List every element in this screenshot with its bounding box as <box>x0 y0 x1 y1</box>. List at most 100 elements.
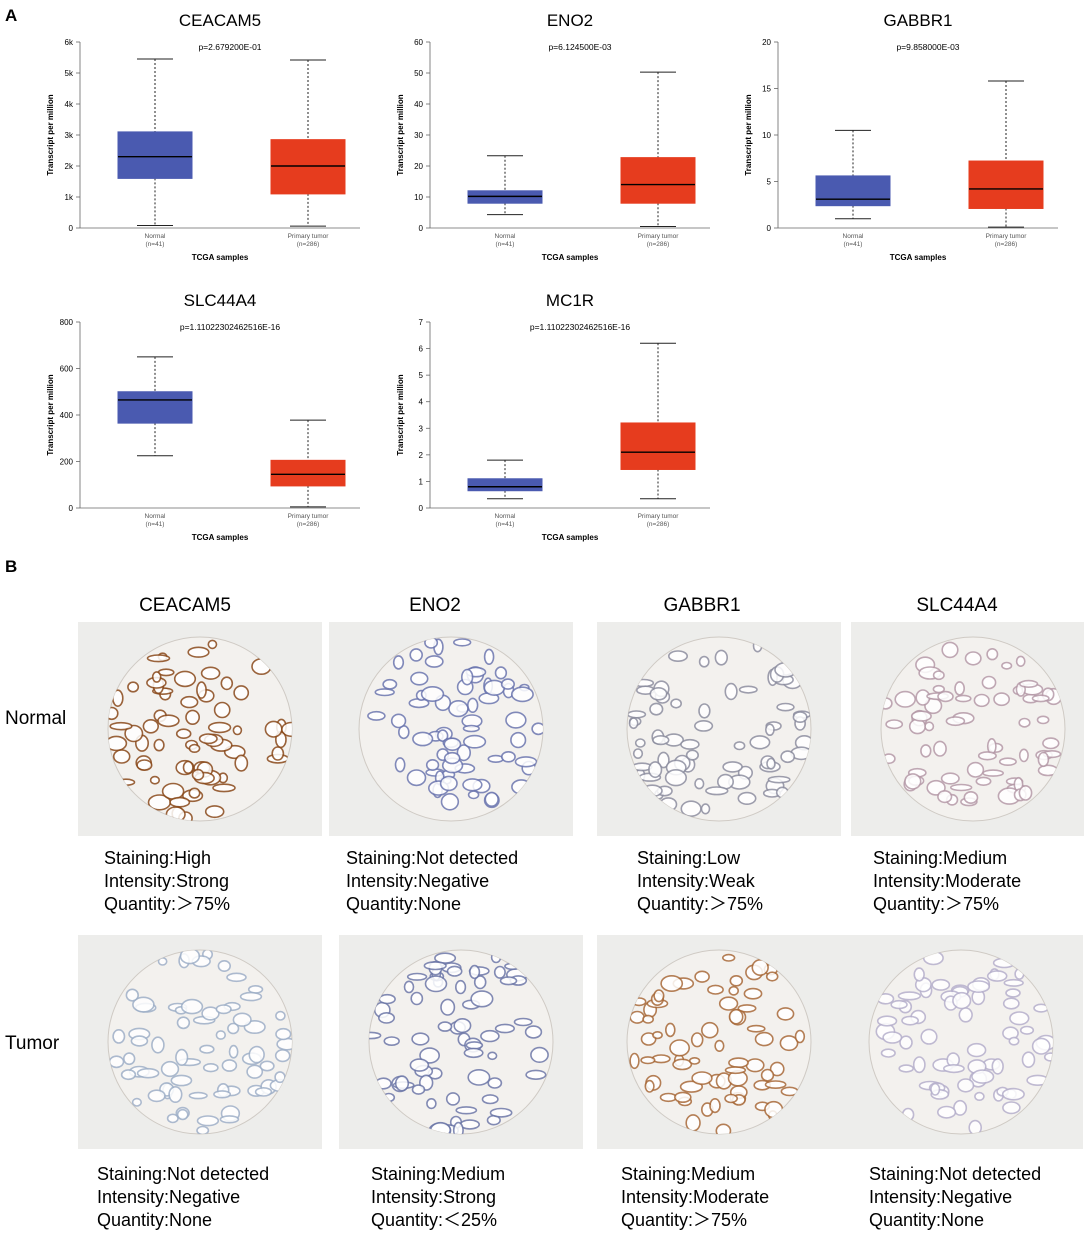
gland-shape <box>649 687 668 701</box>
gland-shape <box>182 760 194 775</box>
gland-shape <box>445 1092 461 1106</box>
gland-shape <box>467 1068 491 1086</box>
gland-shape <box>409 1058 430 1072</box>
gland-shape <box>745 1058 765 1073</box>
chart-title: SLC44A4 <box>184 291 257 310</box>
gland-shape <box>640 1056 656 1065</box>
gland-shape <box>629 1010 646 1024</box>
p-value-label: p=9.858000E-03 <box>896 42 959 52</box>
group-label: Primary tumor <box>288 233 330 240</box>
gland-shape <box>937 690 954 703</box>
group-label: Primary tumor <box>638 233 680 240</box>
gland-shape <box>953 1099 968 1116</box>
intensity-text: Intensity:Negative <box>869 1187 1013 1207</box>
gland-shape <box>632 748 644 760</box>
gland-shape <box>425 759 440 772</box>
tissue-image-tumor-ceacam5 <box>78 935 322 1149</box>
gland-shape <box>897 991 922 1001</box>
gland-shape <box>132 996 155 1013</box>
gland-shape <box>440 998 456 1016</box>
chart-title: GABBR1 <box>884 11 953 30</box>
gland-shape <box>724 682 738 701</box>
gland-shape <box>733 741 746 751</box>
gland-shape <box>254 1086 273 1097</box>
gland-shape <box>454 979 467 995</box>
gland-shape <box>489 1107 513 1118</box>
gland-shape <box>949 783 973 792</box>
gland-shape <box>423 961 447 971</box>
gland-shape <box>514 756 538 768</box>
p-value-label: p=1.11022302462516E-16 <box>180 322 281 332</box>
gland-shape <box>484 791 499 808</box>
gland-shape <box>125 988 139 1002</box>
group-label: Normal <box>843 233 865 240</box>
gland-shape <box>499 976 518 986</box>
group-n-label: (n=286) <box>297 521 320 528</box>
gland-shape <box>207 721 232 734</box>
tissue-svg <box>626 949 812 1135</box>
gland-shape <box>724 1093 738 1104</box>
gland-shape <box>470 990 494 1008</box>
gland-shape <box>452 638 472 647</box>
gland-shape <box>648 761 663 779</box>
gland-shape <box>691 1071 713 1085</box>
tissue-svg <box>107 949 293 1135</box>
gland-shape <box>157 714 180 728</box>
gland-shape <box>1037 751 1050 768</box>
gland-shape <box>480 1029 500 1043</box>
gland-shape <box>751 958 769 976</box>
p-value-label: p=2.679200E-01 <box>198 42 261 52</box>
gland-shape <box>930 1082 941 1096</box>
gland-shape <box>500 678 515 690</box>
gland-shape <box>1031 1037 1051 1055</box>
gland-shape <box>738 685 758 694</box>
group-n-label: (n=286) <box>297 241 320 248</box>
y-tick-label: 2 <box>419 451 424 460</box>
gland-shape <box>728 985 739 996</box>
gland-shape <box>108 1055 125 1069</box>
gland-shape <box>920 1028 938 1045</box>
gland-shape <box>215 1030 227 1040</box>
gland-shape <box>281 721 292 738</box>
group-label: Primary tumor <box>638 513 680 520</box>
gland-shape <box>1001 1087 1025 1101</box>
y-tick-label: 0 <box>419 504 424 513</box>
y-tick-label: 7 <box>419 318 424 327</box>
gland-shape <box>204 805 225 819</box>
gland-shape <box>1021 1051 1036 1068</box>
gland-shape <box>964 651 982 666</box>
gland-shape <box>382 1092 396 1103</box>
gland-shape <box>1036 715 1050 725</box>
boxplot-gabbr1: GABBR1 p=9.858000E-03 0 5 10 15 20 Transcript p… <box>738 6 1078 270</box>
gland-shape <box>108 735 128 752</box>
gland-shape <box>151 1036 165 1054</box>
gland-shape <box>175 728 192 739</box>
gland-shape <box>721 953 736 962</box>
tissue-texture <box>369 951 549 1134</box>
gland-shape <box>1031 694 1050 703</box>
gland-shape <box>776 702 795 712</box>
gland-shape <box>1018 717 1031 728</box>
gland-shape <box>410 671 429 686</box>
gland-shape <box>473 975 487 990</box>
ihc-gene-header: GABBR1 <box>663 595 741 616</box>
boxplot-mc1r: MC1R p=1.11022302462516E-16 0 1 2 3 4 5 6 7 Transc… <box>390 286 730 550</box>
gland-shape <box>672 1058 693 1071</box>
tissue-image-normal-ceacam5 <box>78 622 322 836</box>
intensity-text: Intensity:Negative <box>346 871 490 891</box>
gland-shape <box>1037 764 1059 777</box>
gland-shape <box>904 773 922 790</box>
gland-shape <box>234 754 249 772</box>
gland-shape <box>876 992 895 1005</box>
boxplot-svg-gabbr1: GABBR1 p=9.858000E-03 0 5 10 15 20 Transcript p… <box>744 11 1058 262</box>
gland-shape <box>752 639 763 653</box>
gland-shape <box>215 1004 232 1015</box>
gland-shape <box>669 1039 691 1057</box>
gland-shape <box>764 723 775 736</box>
intensity-text: Intensity:Strong <box>104 871 230 891</box>
gland-shape <box>937 790 953 804</box>
gland-shape <box>525 1069 547 1081</box>
gland-shape <box>718 996 739 1011</box>
gland-shape <box>217 959 232 972</box>
gland-shape <box>780 750 796 764</box>
